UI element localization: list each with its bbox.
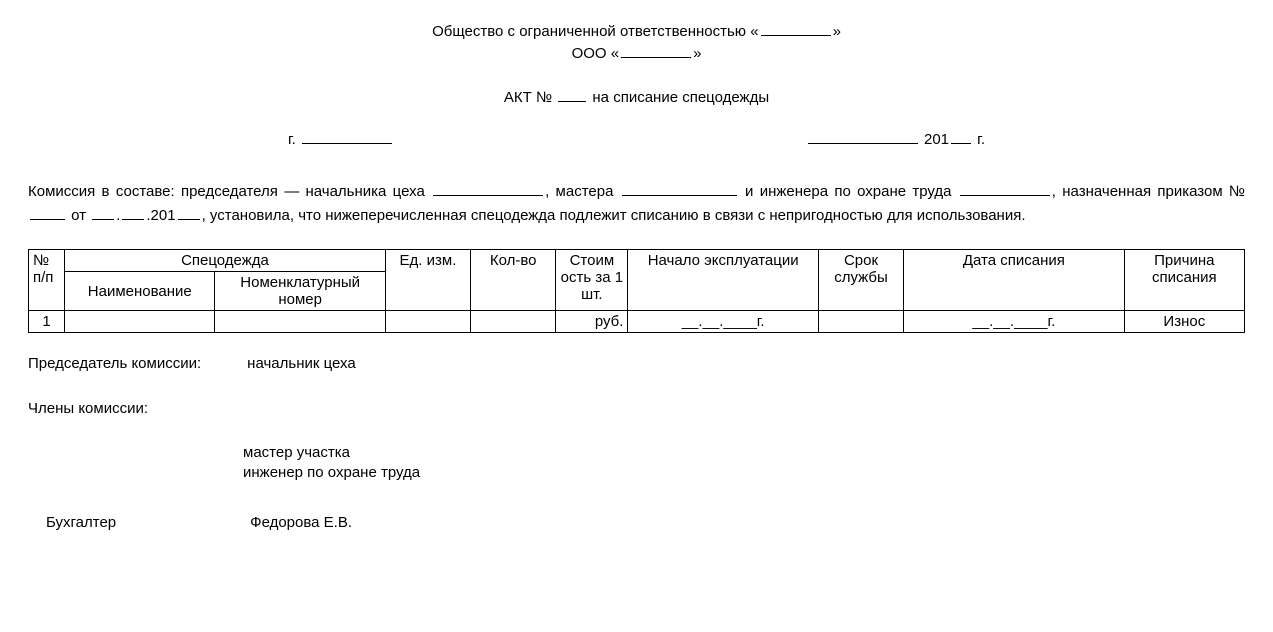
date-part: 201 г. — [806, 128, 985, 148]
org-full-suffix: » — [833, 23, 841, 40]
body-blank-5c — [178, 204, 200, 220]
org-short-suffix: » — [693, 45, 701, 62]
col-name: Наименование — [65, 272, 215, 311]
body-t4: , назначенная приказом № — [1052, 183, 1245, 200]
col-spec: Спецодежда — [65, 250, 386, 272]
cell-name — [65, 311, 215, 333]
cell-term — [818, 311, 903, 333]
cell-reason: Износ — [1124, 311, 1244, 333]
org-full-blank — [761, 20, 831, 36]
title-suffix: на списание спецодежды — [588, 89, 769, 106]
city-part: г. — [288, 128, 394, 148]
date-blank — [808, 128, 918, 144]
col-nomenc: Номенклатурный номер — [215, 272, 385, 311]
accountant-row: Бухгалтер Федорова Е.В. — [28, 514, 1245, 531]
title-prefix: АКТ № — [504, 89, 552, 106]
signatures: Председатель комиссии: начальник цеха Чл… — [28, 355, 1245, 531]
member-2: инженер по охране труда — [243, 463, 1245, 483]
body-blank-2 — [622, 180, 737, 196]
city-blank — [302, 128, 392, 144]
body-blank-5b — [122, 204, 144, 220]
table-header-row-1: № п/п Спецодежда Ед. изм. Кол-во Стоим о… — [29, 250, 1245, 272]
table-row: 1 руб. __.__.____г. __.__.____г. Износ — [29, 311, 1245, 333]
body-dot2: .201 — [146, 207, 175, 224]
year-blank — [951, 128, 971, 144]
members-list: мастер участка инженер по охране труда — [243, 443, 1245, 484]
body-t1: Комиссия в составе: председателя — начал… — [28, 183, 431, 200]
body-t2: , мастера — [545, 183, 620, 200]
body-blank-3 — [960, 180, 1050, 196]
org-short-blank — [621, 42, 691, 58]
org-full-line: Общество с ограниченной ответственностью… — [28, 20, 1245, 40]
col-cost: Стоим ость за 1 шт. — [556, 250, 628, 311]
body-t3: и инженера по охране труда — [739, 183, 958, 200]
doc-title: АКТ № на списание спецодежды — [28, 86, 1245, 106]
cell-unit — [385, 311, 470, 333]
org-full-prefix: Общество с ограниченной ответственностью… — [432, 23, 759, 40]
col-writeoff: Дата списания — [904, 250, 1125, 311]
body-blank-4 — [30, 204, 65, 220]
org-short-prefix: ООО « — [572, 45, 620, 62]
body-dot1: . — [116, 207, 120, 224]
cell-writeoff: __.__.____г. — [904, 311, 1125, 333]
col-reason: Причина списания — [1124, 250, 1244, 311]
col-no: № п/п — [29, 250, 65, 311]
col-unit: Ед. изм. — [385, 250, 470, 311]
chair-val: начальник цеха — [247, 355, 356, 372]
cell-start: __.__.____г. — [628, 311, 818, 333]
body-t6: , установила, что нижеперечисленная спец… — [202, 207, 1026, 224]
col-term: Срок службы — [818, 250, 903, 311]
col-qty: Кол-во — [471, 250, 556, 311]
col-start: Начало эксплуатации — [628, 250, 818, 311]
body-blank-1 — [433, 180, 543, 196]
org-short-line: ООО « » — [28, 42, 1245, 62]
city-prefix: г. — [288, 131, 296, 148]
year-prefix: 201 — [920, 131, 949, 148]
cell-nomenc — [215, 311, 385, 333]
title-num-blank — [558, 86, 586, 102]
year-suffix: г. — [973, 131, 985, 148]
member-1: мастер участка — [243, 443, 1245, 463]
acc-label: Бухгалтер — [46, 514, 246, 531]
cell-no: 1 — [29, 311, 65, 333]
cell-qty — [471, 311, 556, 333]
body-blank-5a — [92, 204, 114, 220]
body-paragraph: Комиссия в составе: председателя — начал… — [28, 180, 1245, 227]
members-label: Члены комиссии: — [28, 400, 1245, 417]
writeoff-table: № п/п Спецодежда Ед. изм. Кол-во Стоим о… — [28, 249, 1245, 333]
chair-row: Председатель комиссии: начальник цеха — [28, 355, 1245, 372]
cell-cost: руб. — [556, 311, 628, 333]
acc-val: Федорова Е.В. — [250, 514, 352, 531]
city-date-row: г. 201 г. — [28, 128, 1245, 148]
chair-label: Председатель комиссии: — [28, 355, 243, 372]
body-t5: от — [67, 207, 90, 224]
